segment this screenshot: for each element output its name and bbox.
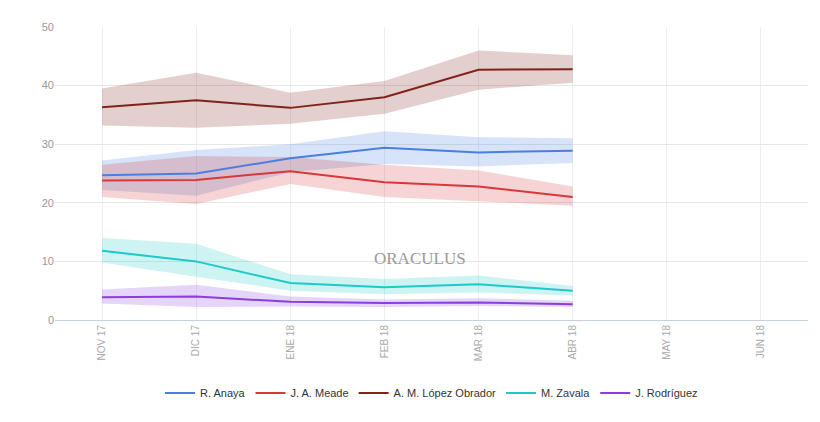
svg-text:MAR 18: MAR 18 bbox=[473, 325, 484, 362]
svg-text:ENE 18: ENE 18 bbox=[285, 325, 296, 360]
svg-text:ORACULUS: ORACULUS bbox=[374, 249, 466, 268]
svg-text:M. Zavala: M. Zavala bbox=[541, 387, 590, 399]
svg-text:30: 30 bbox=[42, 138, 54, 150]
svg-text:50: 50 bbox=[42, 21, 54, 33]
svg-text:40: 40 bbox=[42, 79, 54, 91]
svg-text:NOV 17: NOV 17 bbox=[96, 325, 107, 361]
svg-text:20: 20 bbox=[42, 197, 54, 209]
svg-text:R. Anaya: R. Anaya bbox=[200, 387, 246, 399]
svg-text:J. A. Meade: J. A. Meade bbox=[291, 387, 349, 399]
svg-text:A. M. López Obrador: A. M. López Obrador bbox=[394, 387, 496, 399]
svg-text:FEB 18: FEB 18 bbox=[379, 325, 390, 359]
svg-text:ABR 18: ABR 18 bbox=[567, 325, 578, 360]
svg-text:0: 0 bbox=[48, 314, 54, 326]
svg-text:J. Rodríguez: J. Rodríguez bbox=[635, 387, 697, 399]
svg-text:DIC 17: DIC 17 bbox=[190, 325, 201, 357]
svg-text:10: 10 bbox=[42, 255, 54, 267]
svg-text:MAY 18: MAY 18 bbox=[661, 325, 672, 360]
svg-text:JUN 18: JUN 18 bbox=[755, 325, 766, 359]
